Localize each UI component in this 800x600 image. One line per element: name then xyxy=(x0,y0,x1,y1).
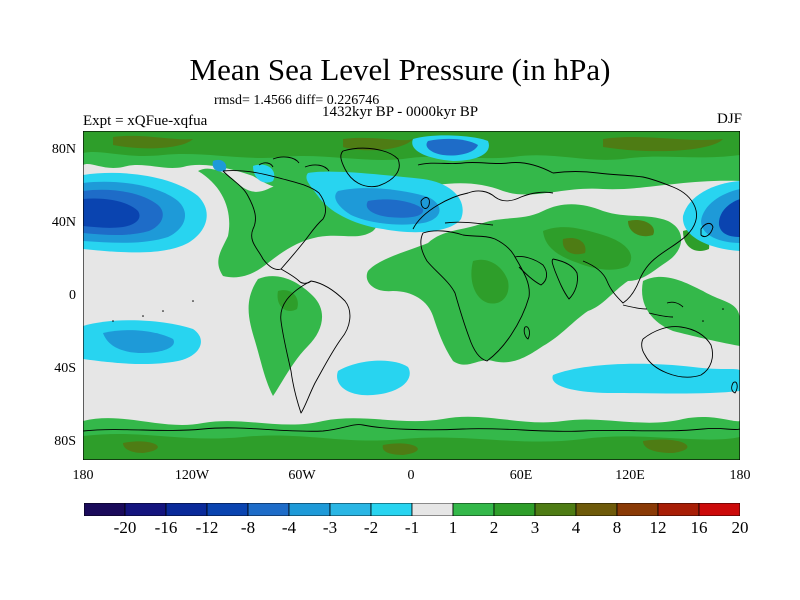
north-america-positive xyxy=(198,168,381,278)
coast-southeast-asia xyxy=(582,256,658,304)
colorbar-box-14 xyxy=(657,503,700,516)
arctic-strong-region xyxy=(83,131,740,160)
asia-brown xyxy=(562,219,654,255)
colorbar-box-13 xyxy=(616,503,659,516)
colorbar-label: -20 xyxy=(113,518,137,537)
coast-india xyxy=(551,258,578,300)
experiment-label: Expt = xQFue-xqfua xyxy=(83,113,208,129)
colorbar-box-4 xyxy=(247,503,290,516)
north-pacific-negative-deep xyxy=(83,198,140,228)
south-america-positive xyxy=(248,276,323,396)
colorbar-box-8 xyxy=(411,503,454,516)
arctic-negative-2 xyxy=(253,164,275,183)
colorbar-label: 12 xyxy=(649,518,667,537)
colorbar-label: 4 xyxy=(571,518,581,537)
colorbar-box-11 xyxy=(534,503,577,516)
lon-tick-60w: 60W xyxy=(288,468,316,483)
coast-new-zealand xyxy=(731,381,738,394)
coast-arabia xyxy=(514,256,548,286)
arctic-negative-1-core xyxy=(426,138,478,156)
pressure-anomaly-map xyxy=(83,131,740,460)
colorbar-label: 2 xyxy=(489,518,499,537)
stats-label: rmsd= 1.4566 diff= 0.226746 xyxy=(214,93,380,108)
coast-south-america xyxy=(280,280,351,414)
central-asia-strong xyxy=(543,227,632,270)
season-label: DJF xyxy=(716,111,742,127)
coast-indonesia xyxy=(622,301,684,318)
coast-east-asia xyxy=(552,171,698,258)
antarctic-brown xyxy=(123,439,688,455)
coast-mediterranean xyxy=(444,221,494,226)
period-label: 1432kyr BP - 0000kyr BP xyxy=(321,104,479,120)
australia-positive xyxy=(642,276,740,346)
colorbar-box-3 xyxy=(206,503,249,516)
coast-north-america xyxy=(222,170,326,270)
chart-title: Mean Sea Level Pressure (in hPa) xyxy=(189,52,611,87)
arctic-negative-3 xyxy=(212,159,227,172)
lon-tick-180e: 180 xyxy=(729,468,751,483)
colorbar-box-12 xyxy=(575,503,618,516)
colorbar-label: 1 xyxy=(448,518,458,537)
colorbar-label: -16 xyxy=(154,518,178,537)
colorbar-box-10 xyxy=(493,503,536,516)
lat-tick-80s: 80S xyxy=(54,434,76,449)
colorbar-box-1 xyxy=(124,503,167,516)
coast-japan xyxy=(700,222,714,238)
colorbar-box-15 xyxy=(698,503,740,516)
colorbar-box-5 xyxy=(288,503,331,516)
colorbar-label: -1 xyxy=(404,518,420,537)
coast-uk xyxy=(420,197,430,209)
south-atlantic-negative xyxy=(337,360,410,396)
lon-tick-60e: 60E xyxy=(509,468,533,483)
colorbar-label: -12 xyxy=(195,518,219,537)
coast-siberia xyxy=(417,161,554,174)
lon-tick-0: 0 xyxy=(407,468,415,483)
colorbar-label: 16 xyxy=(690,518,708,537)
colorbar-label: 20 xyxy=(731,518,749,537)
lon-tick-120e: 120E xyxy=(615,468,645,483)
lon-tick-180w: 180 xyxy=(72,468,94,483)
colorbar-box-9 xyxy=(452,503,495,516)
colorbar-label: -4 xyxy=(281,518,297,537)
coast-australia xyxy=(641,326,713,378)
north-pacific-east-core xyxy=(718,199,740,237)
colorbar-label: 3 xyxy=(530,518,540,537)
colorbar-label: -8 xyxy=(240,518,256,537)
colorbar-box-7 xyxy=(370,503,413,516)
pacific-islands xyxy=(112,300,724,322)
colorbar-label: 8 xyxy=(612,518,622,537)
colorbar-box-2 xyxy=(165,503,208,516)
negative-anomaly-fields xyxy=(83,135,740,396)
lon-tick-120w: 120W xyxy=(174,468,210,483)
coast-africa xyxy=(420,230,530,362)
lat-tick-0: 0 xyxy=(69,288,76,303)
south-america-strong xyxy=(277,290,298,311)
positive-anomaly-fields xyxy=(83,131,740,460)
lat-tick-40n: 40N xyxy=(51,215,76,230)
colorbar xyxy=(84,503,740,516)
africa-strong xyxy=(471,259,509,304)
south-pacific-negative-core xyxy=(103,330,174,353)
arctic-brown-spots xyxy=(113,135,723,152)
coast-madagascar xyxy=(523,326,530,340)
coast-europe xyxy=(412,190,554,230)
colorbar-label: -2 xyxy=(363,518,379,537)
colorbar-box-6 xyxy=(329,503,372,516)
lat-tick-40s: 40S xyxy=(54,361,76,376)
colorbar-label: -3 xyxy=(322,518,338,537)
lat-tick-80n: 80N xyxy=(51,142,76,157)
coast-canada-islands xyxy=(258,156,330,172)
coast-greenland xyxy=(340,147,400,188)
north-atlantic-negative-core xyxy=(366,199,424,218)
coast-antarctica xyxy=(83,424,740,432)
south-indian-negative xyxy=(552,363,740,394)
coastlines xyxy=(83,147,740,432)
colorbar-box-0 xyxy=(84,503,126,516)
